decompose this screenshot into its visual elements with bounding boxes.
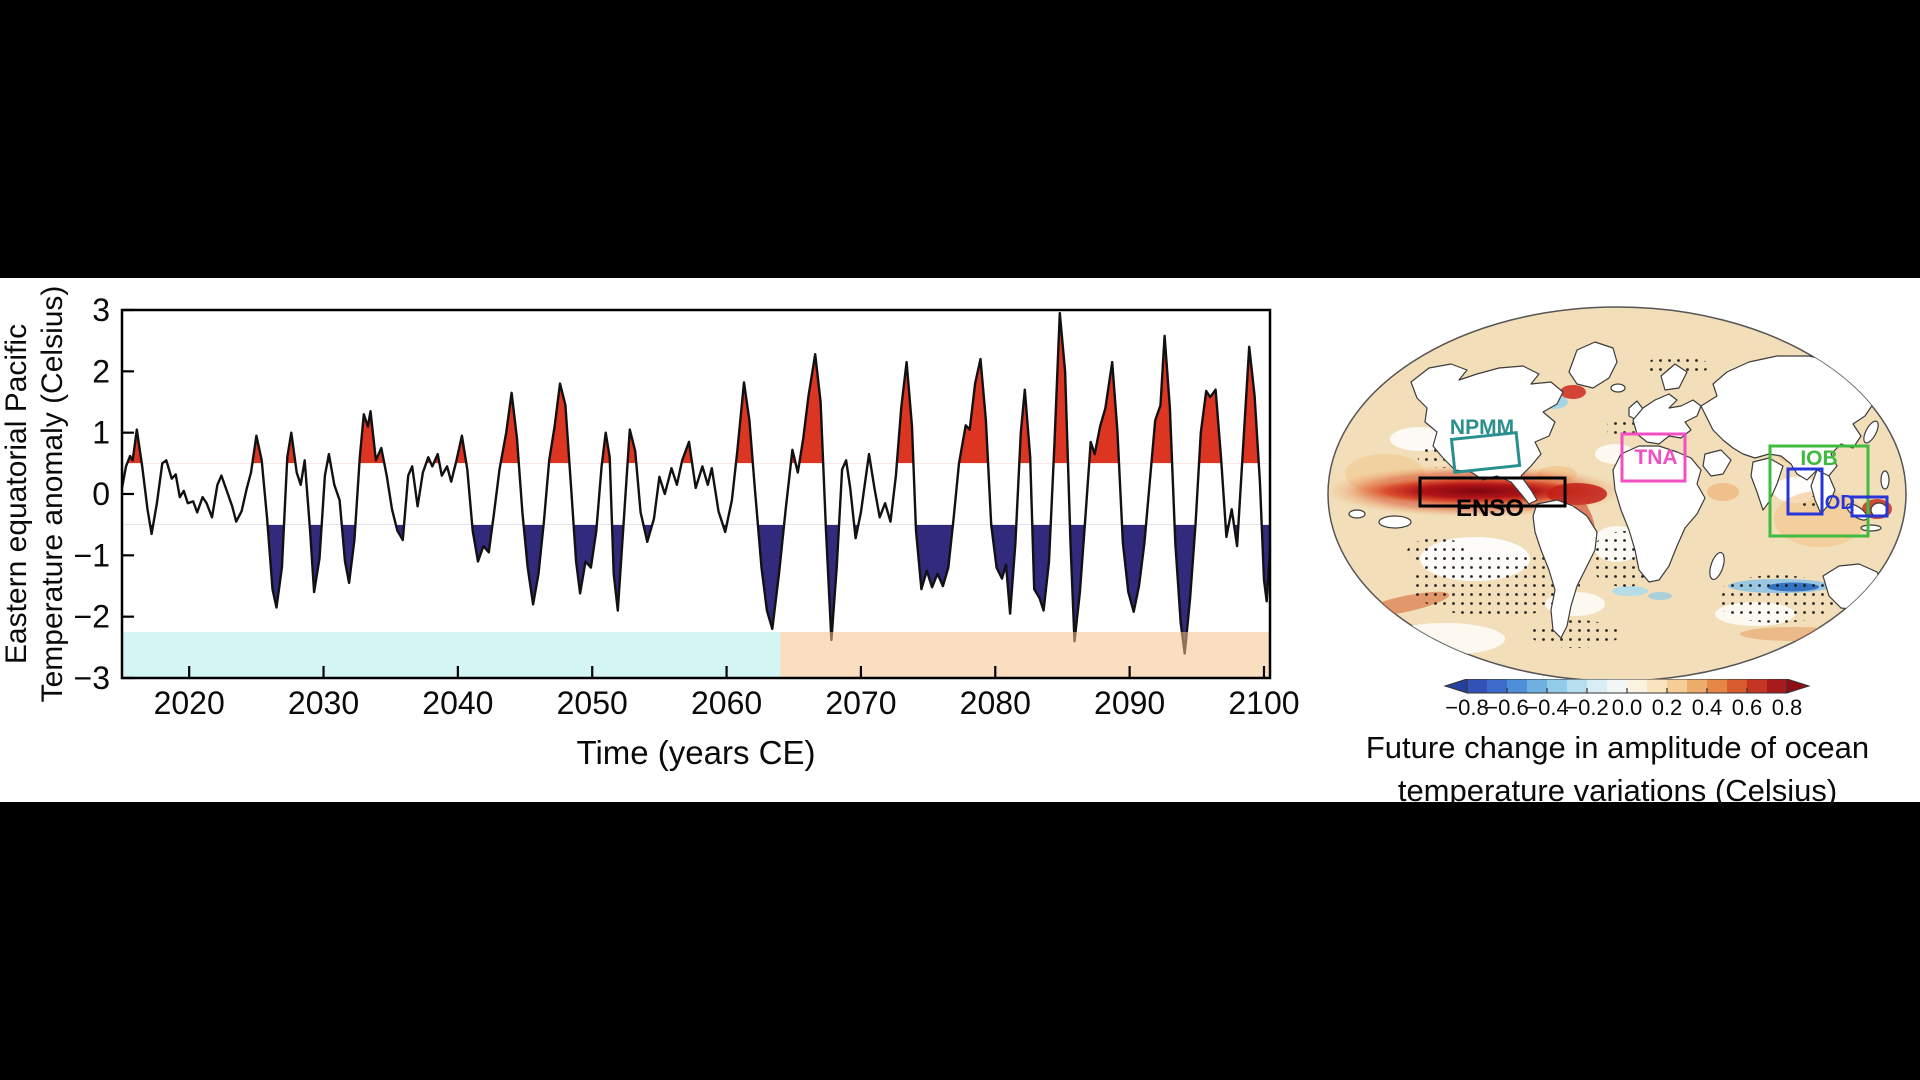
- land-north-america: [1410, 363, 1564, 505]
- iod-east-box: [1850, 495, 1889, 518]
- land-new-guinea: [1378, 515, 1412, 529]
- colorbar-under-arrow: [1443, 679, 1468, 694]
- colorbar-segment: [1607, 679, 1628, 693]
- map-layers: NPMM ENSO TNA IOB IOD: [1328, 341, 1904, 655]
- y-tick-label: 0: [92, 476, 110, 512]
- tna-label: TNA: [1634, 446, 1677, 469]
- colorbar-segment: [1627, 679, 1648, 693]
- epoch-shading-bands: [122, 632, 1270, 678]
- colorbar-segment: [1707, 679, 1728, 693]
- epoch-band-1: [780, 632, 1270, 678]
- map-caption-line1: Future change in amplitude of ocean: [1365, 730, 1870, 765]
- y-tick-label: 3: [92, 292, 110, 328]
- tna-box: [1620, 432, 1687, 483]
- y-tick-label: −2: [74, 599, 110, 635]
- colorbar-segment: [1467, 679, 1488, 693]
- colorbar-segment: [1767, 679, 1788, 693]
- axis-ticks: [122, 308, 1266, 680]
- land-south-america: [1532, 499, 1598, 639]
- anomaly-line: [120, 311, 1272, 655]
- colorbar-segment: [1687, 679, 1708, 693]
- region-boxes: [1418, 430, 1889, 538]
- epoch-band-0: [122, 632, 781, 678]
- x-tick-label: 2040: [422, 685, 493, 721]
- colorbar-tick-label: −0.2: [1565, 695, 1608, 720]
- y-tick-label: −1: [74, 537, 110, 573]
- y-tick-label: 2: [92, 353, 110, 389]
- y-axis-title-line2: Temperature anomaly (Celsius): [36, 286, 69, 703]
- land-madagascar: [1709, 551, 1725, 581]
- land-europe: [1632, 393, 1702, 445]
- world-map: NPMM ENSO TNA IOB IOD: [1327, 306, 1907, 682]
- colorbar-segment: [1667, 679, 1688, 693]
- colorbar: −0.8−0.6−0.4−0.2 0.0 0.2 0.4 0.6 0.8: [1443, 679, 1811, 720]
- land-arabia: [1702, 449, 1732, 477]
- colorbar-segment: [1567, 679, 1588, 693]
- y-tick-label: 1: [92, 415, 110, 451]
- x-tick-label: 2070: [825, 685, 896, 721]
- map-caption-line2: temperature variations (Celsius): [1397, 773, 1838, 808]
- land-java: [1860, 524, 1882, 532]
- plot-frame: [120, 308, 1272, 680]
- npmm-box: [1449, 430, 1522, 474]
- iob-box: [1768, 444, 1870, 538]
- x-tick-label: 2030: [288, 685, 359, 721]
- x-axis-title: Time (years CE): [577, 734, 816, 771]
- land-iceland: [1610, 383, 1626, 393]
- land-asia: [1700, 355, 1904, 481]
- land-islands-west: [1348, 509, 1366, 519]
- figure-panel: 2020 2030 2040 2050 2060 2070 2080 2090 2100 3 2 1…: [0, 278, 1920, 808]
- npmm-label: NPMM: [1450, 416, 1514, 439]
- land-greenland: [1568, 341, 1618, 389]
- colorbar-over-arrow: [1786, 679, 1811, 694]
- iob-label: IOB: [1800, 447, 1837, 470]
- colorbar-tick-label: −0.4: [1525, 695, 1568, 720]
- anomaly-fills: [122, 313, 1270, 654]
- iod-label: IOD: [1819, 492, 1855, 514]
- colorbar-segment: [1547, 679, 1568, 693]
- colorbar-tick-label: 0.4: [1692, 695, 1723, 720]
- map-panel: NPMM ENSO TNA IOB IOD −0.8 −0.6 −0.4 −0.2 0.…: [1325, 278, 1920, 808]
- x-tick-label: 2100: [1228, 685, 1299, 721]
- x-tick-labels: 2020 2030 2040 2050 2060 2070 2080 2090 2100: [154, 685, 1300, 721]
- land-new-zealand: [1357, 603, 1373, 629]
- x-tick-label: 2090: [1094, 685, 1165, 721]
- x-tick-label: 2020: [154, 685, 225, 721]
- land-japan: [1863, 420, 1879, 444]
- y-tick-label: −3: [74, 660, 110, 696]
- colorbar-tick-label: −0.8: [1445, 695, 1488, 720]
- continents: [1338, 341, 1904, 639]
- colorbar-segment: [1747, 679, 1768, 693]
- land-philippines: [1880, 470, 1890, 490]
- iod-west-box: [1786, 467, 1824, 516]
- land-kamchatka: [1338, 355, 1376, 393]
- timeseries-chart: 2020 2030 2040 2050 2060 2070 2080 2090 2100 3 2 1…: [0, 286, 1300, 771]
- la-nina-fill: [122, 524, 1270, 654]
- colorbar-tick-label: 0.0: [1612, 695, 1643, 720]
- y-axis-title-line1: Eastern equatorial Pacific: [0, 324, 33, 664]
- colorbar-segment: [1587, 679, 1608, 693]
- enso-box: [1418, 476, 1567, 508]
- colorbar-tick-label: 0.2: [1652, 695, 1683, 720]
- map-caption: Future change in amplitude of ocean temp…: [1315, 726, 1920, 812]
- x-tick-label: 2080: [960, 685, 1031, 721]
- colorbar-tick-label: 0.8: [1772, 695, 1803, 720]
- colorbar-segment: [1487, 679, 1508, 693]
- y-tick-labels: 3 2 1 0 −1 −2 −3: [74, 292, 110, 696]
- x-tick-label: 2060: [691, 685, 762, 721]
- el-nino-fill: [122, 313, 1270, 464]
- region-labels: NPMM ENSO TNA IOB IOD: [1450, 416, 1855, 522]
- x-tick-label: 2050: [557, 685, 628, 721]
- colorbar-segment: [1727, 679, 1748, 693]
- colorbar-tick-label: −0.6: [1485, 695, 1528, 720]
- colorbar-tick-label: 0.6: [1732, 695, 1763, 720]
- colorbar-segment: [1527, 679, 1548, 693]
- colorbar-segment: [1507, 679, 1528, 693]
- land-scandinavia: [1660, 363, 1688, 391]
- colorbar-segment: [1647, 679, 1668, 693]
- enso-label: ENSO: [1456, 495, 1524, 522]
